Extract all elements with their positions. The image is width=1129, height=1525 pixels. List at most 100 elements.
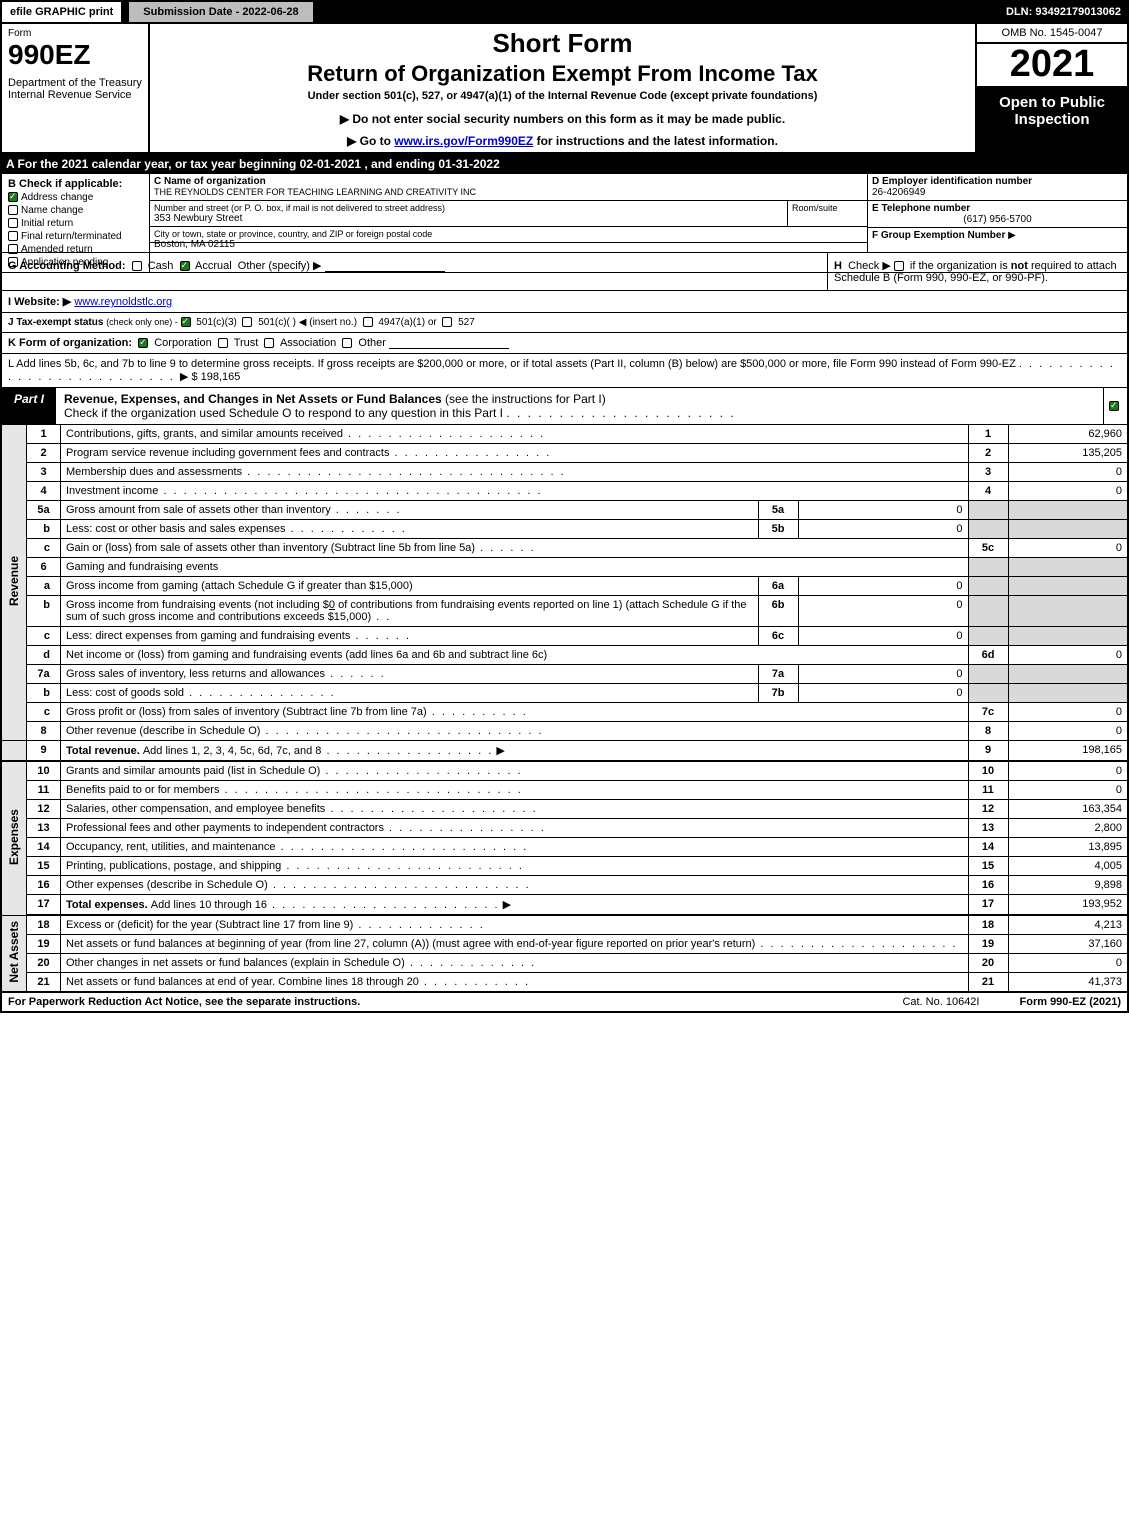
corporation-checkbox[interactable]: [138, 338, 148, 348]
line-14-out-num: 14: [968, 838, 1008, 857]
expenses-sidebar-label: Expenses: [7, 809, 21, 865]
page-footer: For Paperwork Reduction Act Notice, see …: [0, 992, 1129, 1013]
trust-checkbox[interactable]: [218, 338, 228, 348]
line-6a-desc: Gross income from gaming (attach Schedul…: [61, 577, 759, 596]
form-number: 990EZ: [8, 39, 142, 71]
line-4-value: 0: [1008, 482, 1128, 501]
association-checkbox[interactable]: [264, 338, 274, 348]
efile-print-label[interactable]: efile GRAPHIC print: [0, 0, 123, 24]
4947-label: 4947(a)(1) or: [378, 317, 436, 328]
line-19-value: 37,160: [1008, 935, 1128, 954]
grey-cell: [1008, 596, 1128, 627]
other-org-checkbox[interactable]: [342, 338, 352, 348]
j-label: J Tax-exempt status: [8, 317, 103, 328]
line-2-value: 135,205: [1008, 444, 1128, 463]
part-i-title: Revenue, Expenses, and Changes in Net As…: [56, 388, 1103, 424]
grey-cell: [1008, 501, 1128, 520]
grey-cell: [968, 558, 1008, 577]
other-specify-input[interactable]: [325, 261, 445, 272]
schedule-b-check: H Check ▶ if the organization is not req…: [827, 253, 1127, 290]
irs-link[interactable]: www.irs.gov/Form990EZ: [394, 134, 533, 148]
line-3-value: 0: [1008, 463, 1128, 482]
corporation-label: Corporation: [154, 337, 211, 349]
ssn-warning: ▶ Do not enter social security numbers o…: [158, 112, 967, 126]
l-text: L Add lines 5b, 6c, and 7b to line 9 to …: [8, 358, 1016, 370]
website-label: I Website: ▶: [8, 296, 71, 308]
line-17-num: 17: [27, 895, 61, 916]
paperwork-notice: For Paperwork Reduction Act Notice, see …: [8, 996, 360, 1008]
dots-icon: . . . . . . . . . . . . . . . . . . . . …: [506, 406, 735, 420]
line-18-num: 18: [27, 915, 61, 935]
department-label: Department of the Treasury Internal Reve…: [8, 77, 142, 101]
line-21-desc: Net assets or fund balances at end of ye…: [61, 973, 969, 992]
tax-year: 2021: [977, 44, 1127, 88]
grey-cell: [1008, 577, 1128, 596]
527-checkbox[interactable]: [442, 317, 452, 327]
org-name-label: C Name of organization: [154, 176, 863, 187]
line-6a-mini-num: 6a: [758, 577, 798, 596]
line-1-value: 62,960: [1008, 425, 1128, 444]
line-7c-value: 0: [1008, 703, 1128, 722]
net-assets-sidebar: Net Assets: [1, 915, 27, 992]
line-5c-num: c: [27, 539, 61, 558]
submission-date-label: Submission Date - 2022-06-28: [127, 0, 314, 24]
line-5a-num: 5a: [27, 501, 61, 520]
accrual-checkbox[interactable]: [180, 261, 190, 271]
part-i-tab: Part I: [2, 388, 56, 424]
cash-checkbox[interactable]: [132, 261, 142, 271]
line-17-value: 193,952: [1008, 895, 1128, 916]
4947-checkbox[interactable]: [363, 317, 373, 327]
part-i-subtitle: (see the instructions for Part I): [445, 392, 606, 406]
grey-cell: [1008, 684, 1128, 703]
501c3-checkbox[interactable]: [181, 317, 191, 327]
header-left: Form 990EZ Department of the Treasury In…: [2, 24, 150, 152]
527-label: 527: [458, 317, 475, 328]
part-i-header: Part I Revenue, Expenses, and Changes in…: [0, 388, 1129, 425]
part-i-table: Revenue 1 Contributions, gifts, grants, …: [0, 425, 1129, 992]
line-16-num: 16: [27, 876, 61, 895]
line-10-desc: Grants and similar amounts paid (list in…: [61, 761, 969, 781]
line-6d-out-num: 6d: [968, 646, 1008, 665]
line-10-num: 10: [27, 761, 61, 781]
ein-row: D Employer identification number 26-4206…: [868, 174, 1127, 201]
line-7b-desc: Less: cost of goods sold . . . . . . . .…: [61, 684, 759, 703]
trust-label: Trust: [234, 337, 259, 349]
goto-suffix: for instructions and the latest informat…: [533, 134, 778, 148]
line-7a-mini-num: 7a: [758, 665, 798, 684]
line-15-num: 15: [27, 857, 61, 876]
line-6c-mini-value: 0: [798, 627, 968, 646]
org-name-value: THE REYNOLDS CENTER FOR TEACHING LEARNIN…: [154, 187, 863, 197]
line-6b-mini-value: 0: [798, 596, 968, 627]
line-6b-mini-num: 6b: [758, 596, 798, 627]
top-bar: efile GRAPHIC print Submission Date - 20…: [0, 0, 1129, 24]
line-21-out-num: 21: [968, 973, 1008, 992]
website-value[interactable]: www.reynoldstlc.org: [74, 296, 172, 308]
expenses-sidebar: Expenses: [1, 761, 27, 915]
check-if-label: Check if applicable:: [19, 178, 122, 190]
line-10-value: 0: [1008, 761, 1128, 781]
grey-cell: [968, 684, 1008, 703]
line-1-out-num: 1: [968, 425, 1008, 444]
line-6c-mini-num: 6c: [758, 627, 798, 646]
line-5a-desc: Gross amount from sale of assets other t…: [61, 501, 759, 520]
omb-number: OMB No. 1545-0047: [977, 24, 1127, 44]
city-state-zip-cell: City or town, state or province, country…: [150, 227, 867, 252]
accrual-label: Accrual: [195, 260, 232, 272]
501c-other-checkbox[interactable]: [242, 317, 252, 327]
other-org-input[interactable]: [389, 338, 509, 349]
line-11-num: 11: [27, 781, 61, 800]
grey-cell: [968, 665, 1008, 684]
row-a-tax-year: A For the 2021 calendar year, or tax yea…: [0, 154, 1129, 174]
line-3-desc: Membership dues and assessments . . . . …: [61, 463, 969, 482]
line-17-desc: Total expenses. Add lines 10 through 16 …: [61, 895, 969, 916]
line-6c-num: c: [27, 627, 61, 646]
website-row: I Website: ▶ www.reynoldstlc.org: [0, 291, 1129, 313]
line-9-out-num: 9: [968, 741, 1008, 762]
under-section-text: Under section 501(c), 527, or 4947(a)(1)…: [158, 90, 967, 102]
line-6-desc: Gaming and fundraising events: [61, 558, 969, 577]
room-suite-cell: Room/suite: [787, 201, 867, 227]
grey-cell: [1008, 558, 1128, 577]
line-19-num: 19: [27, 935, 61, 954]
h-checkbox[interactable]: [894, 261, 904, 271]
part-i-schedule-o-checkbox[interactable]: [1103, 388, 1127, 424]
